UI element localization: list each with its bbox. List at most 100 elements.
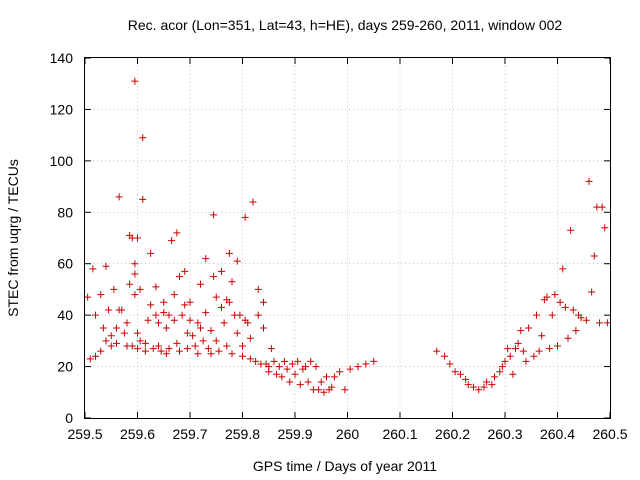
data-point (113, 324, 120, 332)
data-point (236, 311, 244, 319)
data-point (191, 342, 199, 350)
data-point (131, 291, 139, 299)
data-point (189, 332, 197, 340)
data-point (147, 301, 155, 309)
data-point (144, 316, 152, 324)
data-point (554, 342, 561, 350)
data-point (362, 360, 370, 368)
data-point (86, 355, 94, 363)
data-point (210, 273, 218, 281)
data-point (480, 383, 488, 391)
data-point (134, 234, 141, 242)
data-point (155, 342, 162, 350)
data-point (506, 352, 514, 360)
data-point (551, 291, 559, 299)
x-tick-label: 259.8 (225, 426, 260, 442)
data-point (155, 319, 162, 327)
data-point (128, 342, 136, 350)
data-point (270, 357, 278, 365)
data-point (115, 193, 123, 201)
data-point (212, 293, 220, 301)
data-point (157, 347, 165, 355)
data-point (446, 360, 454, 368)
data-point (491, 373, 498, 381)
data-point (183, 329, 191, 337)
x-tick-label: 260 (336, 426, 360, 442)
data-point (509, 370, 517, 378)
data-point (260, 298, 267, 306)
x-tick-label: 260.4 (540, 426, 575, 442)
data-point (199, 337, 207, 345)
y-tick-label: 140 (50, 50, 74, 66)
data-point (97, 347, 105, 355)
data-point (582, 316, 590, 324)
data-point (131, 77, 139, 85)
x-axis-label: GPS time / Days of year 2011 (253, 458, 437, 474)
data-point (207, 350, 215, 358)
data-point (165, 345, 173, 353)
data-point (197, 280, 204, 288)
data-point (286, 378, 294, 386)
data-point (548, 311, 556, 319)
data-point (265, 368, 273, 376)
data-point (228, 350, 236, 358)
data-point (572, 327, 580, 335)
data-point (173, 229, 181, 237)
data-point (105, 306, 113, 314)
data-point (239, 352, 246, 360)
data-point (139, 134, 147, 142)
data-point (249, 198, 257, 206)
data-point (254, 311, 262, 319)
data-point (543, 293, 551, 301)
data-point (260, 324, 267, 332)
data-point (244, 319, 252, 327)
data-point (330, 373, 338, 381)
data-point (186, 316, 194, 324)
data-point (519, 347, 527, 355)
y-tick-label: 60 (57, 256, 73, 272)
data-point (569, 306, 577, 314)
data-point (323, 373, 330, 381)
data-point (346, 365, 354, 373)
data-point (535, 347, 543, 355)
y-axis-label: STEC from uqrg / TECUs (5, 159, 21, 317)
data-point (328, 383, 336, 391)
data-point (215, 347, 223, 355)
data-point (504, 345, 512, 353)
data-point (370, 357, 378, 365)
data-point (241, 213, 249, 221)
data-point (176, 347, 183, 355)
data-point (218, 303, 225, 311)
data-point (113, 339, 120, 347)
data-point (107, 342, 115, 350)
data-point (92, 352, 99, 360)
data-point (147, 249, 155, 257)
data-point (514, 339, 522, 347)
data-point (267, 345, 275, 353)
data-point (136, 337, 144, 345)
data-point (296, 381, 304, 389)
data-point (283, 365, 291, 373)
data-point (181, 267, 189, 275)
plot-frame (84, 57, 611, 419)
data-point (278, 373, 286, 381)
x-tick-label: 260.3 (487, 426, 522, 442)
data-point (228, 278, 236, 286)
data-point (588, 288, 596, 296)
x-tick-label: 259.6 (120, 426, 155, 442)
data-point (530, 352, 538, 360)
data-point (107, 332, 115, 340)
data-point (160, 298, 168, 306)
data-point (246, 334, 254, 342)
data-points (84, 77, 611, 396)
data-point (84, 293, 92, 301)
data-point (170, 316, 178, 324)
data-point (233, 329, 241, 337)
data-point (354, 363, 362, 371)
data-point (475, 386, 483, 394)
data-point (470, 383, 477, 391)
data-point (92, 311, 99, 319)
x-tick-labels: 259.5 259.6 259.7 259.8 259.9 260 260.1 260.2 26… (67, 426, 627, 442)
y-tick-label: 80 (57, 204, 73, 220)
